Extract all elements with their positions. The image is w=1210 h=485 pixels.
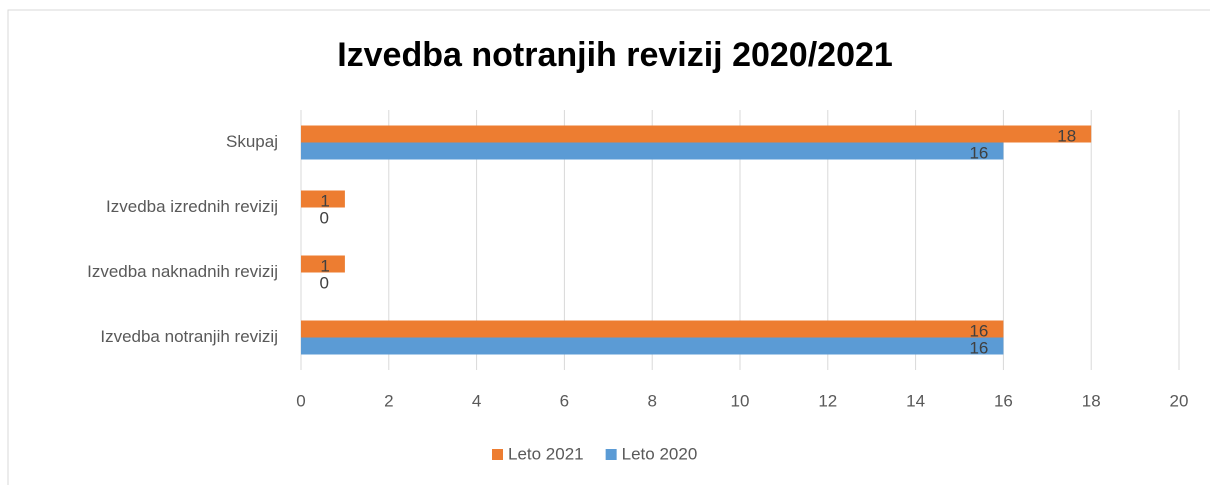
bar [301, 337, 1004, 355]
bar [301, 142, 1004, 160]
bar [301, 125, 1092, 143]
data-label: 1 [320, 191, 329, 210]
y-tick-label: Skupaj [226, 132, 278, 151]
y-tick-label: Izvedba izrednih revizij [106, 197, 278, 216]
legend-swatch [492, 449, 503, 460]
data-label: 1 [320, 256, 329, 275]
data-label: 0 [320, 273, 329, 292]
x-tick-label: 8 [647, 391, 656, 410]
legend-swatch [605, 449, 617, 460]
data-label: 0 [320, 208, 329, 227]
data-label: 16 [969, 338, 988, 357]
x-tick-label: 16 [994, 391, 1013, 410]
bar [301, 255, 345, 273]
data-label: 16 [969, 321, 988, 340]
x-tick-label: 18 [1082, 391, 1101, 410]
x-tick-label: 20 [1170, 391, 1189, 410]
x-tick-label: 10 [731, 391, 750, 410]
data-label: 18 [1057, 126, 1076, 145]
bar [301, 190, 345, 208]
bar [301, 320, 1004, 338]
y-tick-label: Izvedba notranjih revizij [100, 327, 278, 346]
legend-label: Leto 2020 [622, 444, 698, 463]
x-tick-label: 0 [296, 391, 305, 410]
x-tick-label: 12 [818, 391, 837, 410]
chart-frame [7, 9, 1210, 485]
x-tick-label: 4 [472, 391, 481, 410]
x-tick-label: 6 [560, 391, 569, 410]
x-tick-label: 14 [906, 391, 925, 410]
y-tick-label: Izvedba naknadnih revizij [87, 262, 278, 281]
legend-label: Leto 2021 [508, 444, 584, 463]
x-tick-label: 2 [384, 391, 393, 410]
data-label: 16 [969, 143, 988, 162]
chart-title: Izvedba notranjih revizij 2020/2021 [337, 36, 893, 74]
